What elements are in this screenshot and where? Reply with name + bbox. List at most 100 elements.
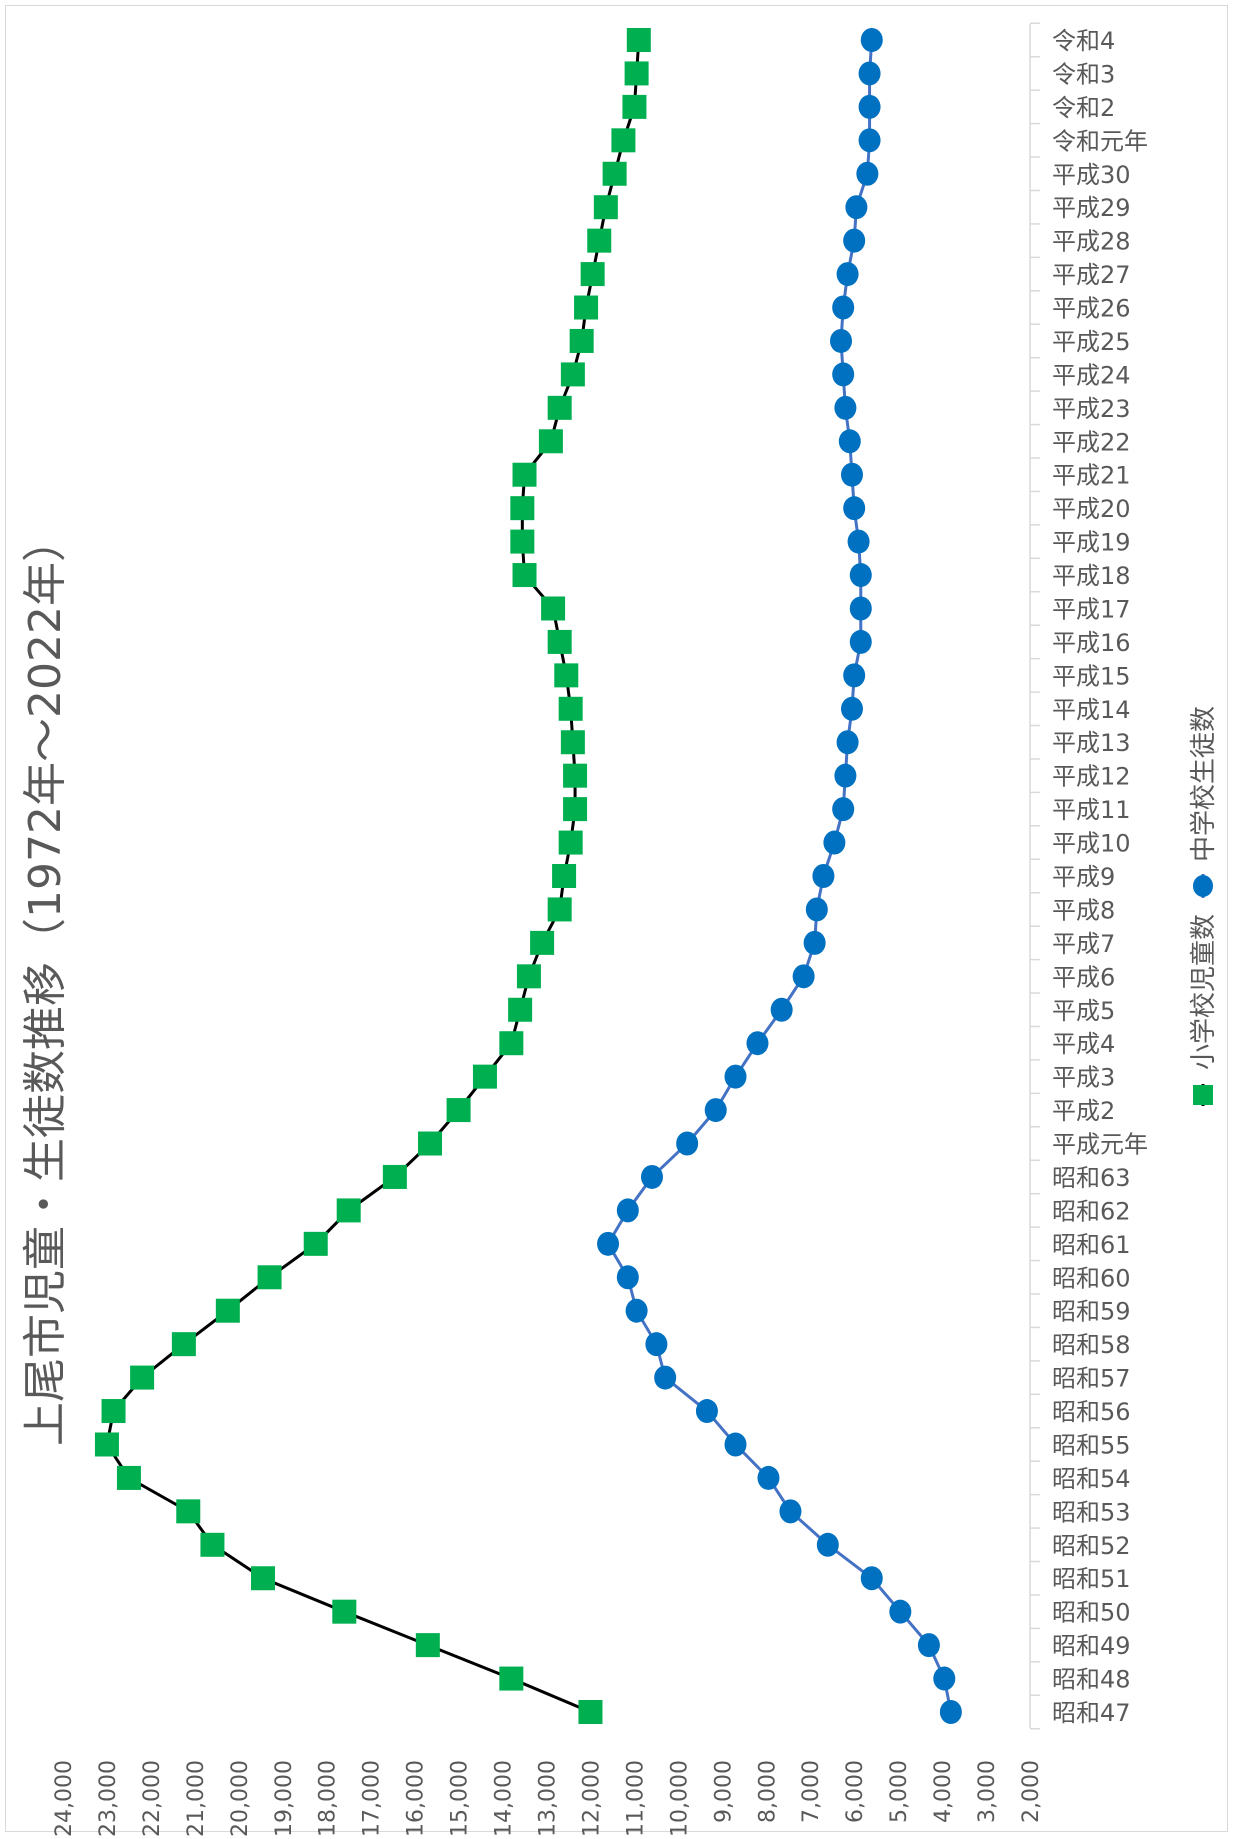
elementary-data-point: [499, 1031, 524, 1056]
value-axis-tick-label: 24,000: [52, 1760, 77, 1837]
legend-junior-label: 中学校生徒数: [1189, 706, 1219, 862]
elementary-data-point: [516, 964, 541, 989]
elementary-data-point: [336, 1198, 361, 1223]
junior-high-data-point: [812, 864, 835, 888]
category-label: 平成10: [1052, 830, 1131, 858]
elementary-data-point: [624, 61, 649, 86]
elementary-data-point: [558, 696, 583, 721]
chart-frame: [5, 5, 1228, 1832]
value-axis-tick-label: 23,000: [96, 1760, 121, 1837]
elementary-data-point: [446, 1098, 471, 1123]
elementary-data-point: [558, 830, 583, 855]
category-label: 昭和59: [1052, 1298, 1131, 1326]
category-label: 平成27: [1052, 261, 1131, 289]
series-2-line: [606, 39, 953, 1713]
legend-junior-marker: [1193, 875, 1213, 897]
category-label: 昭和50: [1052, 1599, 1131, 1627]
elementary-data-point: [580, 262, 605, 287]
elementary-data-point: [257, 1265, 282, 1290]
category-axis-line-group: [1029, 22, 1040, 1730]
junior-high-data-point: [840, 462, 863, 487]
junior-high-data-point: [847, 529, 870, 554]
junior-high-data-point: [704, 1098, 727, 1123]
category-label: 令和4: [1052, 27, 1115, 55]
elementary-data-point: [563, 763, 588, 788]
value-axis-tick-label: 14,000: [492, 1760, 517, 1837]
value-axis-tick-label: 8,000: [755, 1760, 780, 1823]
junior-high-data-point: [805, 897, 828, 922]
junior-high-data-point: [834, 395, 857, 420]
junior-high-data-point: [838, 429, 861, 454]
junior-high-data-point: [616, 1198, 639, 1223]
category-label: 昭和56: [1052, 1398, 1131, 1426]
value-axis-tick-label: 5,000: [887, 1760, 912, 1823]
junior-high-data-point: [849, 629, 872, 654]
category-label: 昭和51: [1052, 1565, 1131, 1593]
category-label: 昭和63: [1052, 1164, 1131, 1192]
junior-high-data-point: [843, 496, 866, 521]
elementary-data-point: [622, 94, 647, 119]
elementary-data-point: [530, 930, 555, 955]
elementary-data-point: [554, 663, 579, 688]
junior-high-data-point: [823, 830, 846, 855]
junior-high-data-point: [917, 1633, 940, 1658]
value-axis-tick-label: 12,000: [579, 1760, 604, 1837]
junior-high-data-point: [889, 1599, 912, 1624]
category-label: 昭和60: [1052, 1264, 1131, 1292]
junior-high-data-point: [746, 1031, 769, 1056]
value-axis-tick-label: 9,000: [711, 1760, 736, 1823]
junior-high-data-point: [676, 1131, 699, 1156]
category-label: 平成16: [1052, 629, 1131, 657]
junior-high-data-point: [849, 563, 872, 588]
junior-high-data-point: [597, 1231, 620, 1256]
junior-high-data-point: [724, 1432, 747, 1457]
elementary-data-point: [171, 1332, 196, 1357]
category-label: 平成2: [1052, 1097, 1115, 1125]
category-label: 平成26: [1052, 295, 1131, 323]
value-axis-tick-label: 15,000: [448, 1760, 473, 1837]
junior-high-data-point: [832, 295, 855, 320]
value-axis-tick-label: 19,000: [272, 1760, 297, 1837]
category-label: 平成28: [1052, 228, 1131, 256]
junior-high-data-point: [858, 128, 881, 153]
category-label: 平成6: [1052, 963, 1115, 991]
category-label: 平成7: [1052, 930, 1115, 958]
legend-elementary-marker: [1193, 1085, 1213, 1105]
elementary-data-point: [587, 228, 612, 253]
junior-high-data-point: [724, 1064, 747, 1089]
category-label: 平成11: [1052, 796, 1131, 824]
value-axis: 2,000 3,000 4,000 5,000 6,000 7,000 8,000 9,000…: [52, 1760, 1044, 1837]
elementary-data-point: [560, 730, 585, 755]
elementary-data-point: [130, 1365, 155, 1390]
category-label: 昭和57: [1052, 1365, 1131, 1393]
category-label: 平成23: [1052, 395, 1131, 423]
junior-high-data-point: [757, 1465, 780, 1490]
category-label: 令和2: [1052, 94, 1115, 122]
junior-high-data-point: [840, 696, 863, 721]
value-axis-tick-label: 11,000: [623, 1760, 648, 1837]
elementary-data-point: [176, 1499, 201, 1524]
junior-high-data-point: [860, 28, 883, 52]
junior-high-data-point: [645, 1332, 668, 1357]
category-label: 昭和58: [1052, 1331, 1131, 1359]
category-label: 昭和62: [1052, 1197, 1131, 1225]
elementary-data-point: [382, 1164, 407, 1189]
elementary-data-point: [418, 1131, 443, 1156]
junior-high-data-point: [843, 228, 866, 253]
elementary-data-point: [472, 1064, 497, 1089]
elementary-data-point: [303, 1231, 328, 1256]
elementary-data-point: [415, 1633, 440, 1658]
category-label: 昭和47: [1052, 1699, 1131, 1727]
plot-area: [94, 28, 962, 1724]
junior-high-data-point: [843, 663, 866, 688]
category-label: 平成12: [1052, 763, 1131, 791]
value-axis-tick-label: 2,000: [1019, 1760, 1044, 1823]
category-label: 平成9: [1052, 863, 1115, 891]
category-label: 昭和49: [1052, 1632, 1131, 1660]
value-axis-tick-label: 17,000: [360, 1760, 385, 1837]
junior-high-data-point: [616, 1265, 639, 1290]
category-label: 平成25: [1052, 328, 1131, 356]
category-label: 平成21: [1052, 462, 1131, 490]
elementary-data-point: [560, 362, 585, 387]
